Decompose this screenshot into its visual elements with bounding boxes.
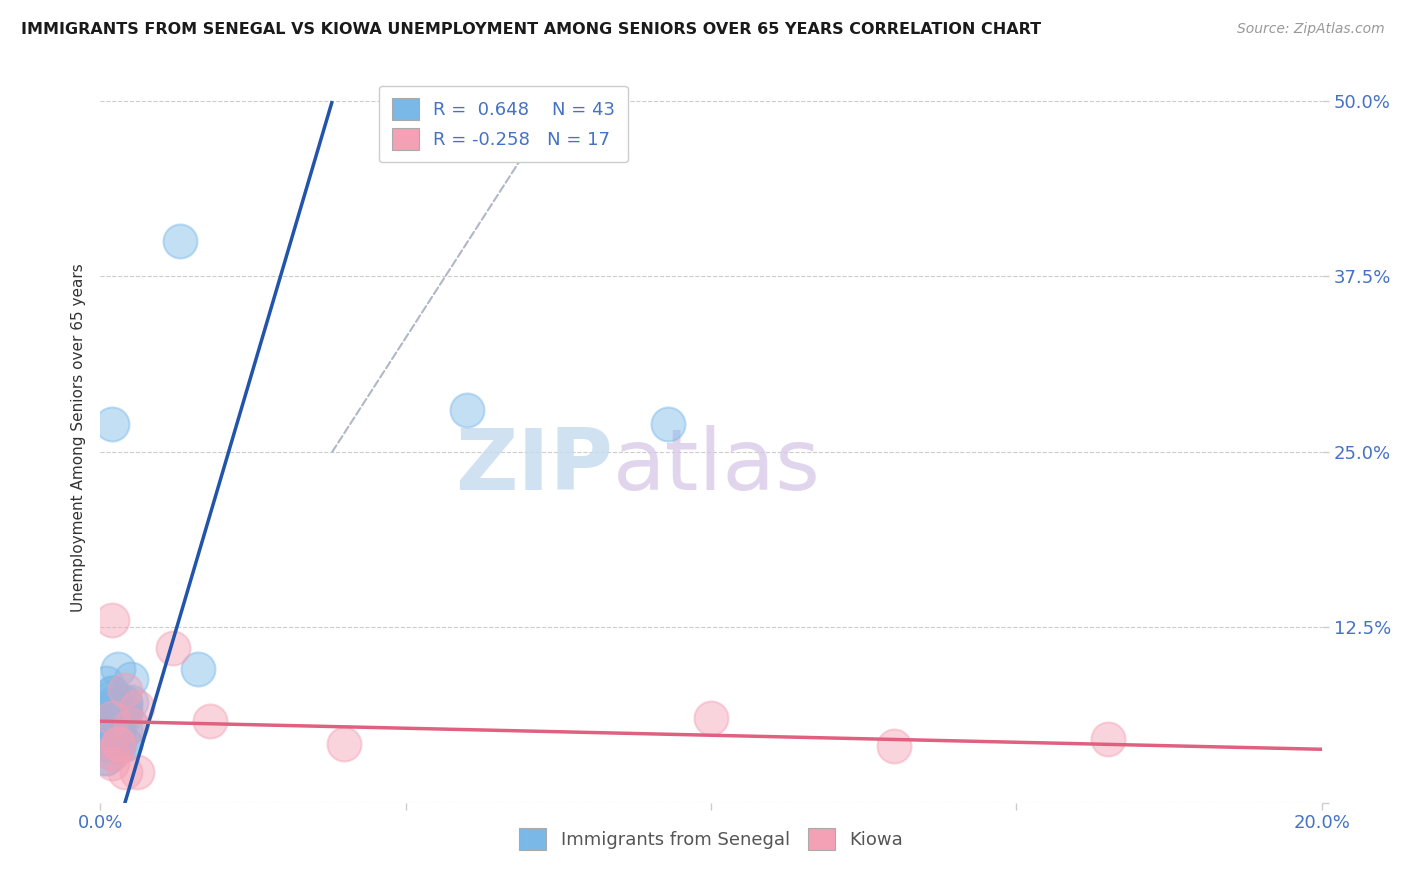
Point [198,714,221,729]
Point [107,662,129,676]
Point [107,734,129,748]
Point [120,718,142,732]
Point [114,737,136,751]
Point [101,613,124,627]
Point [96,718,118,732]
Point [120,672,142,686]
Point [101,756,124,771]
Point [700,711,723,725]
Point [101,747,124,761]
Point [114,705,136,719]
Point [114,708,136,723]
Point [107,739,129,754]
Point [101,690,124,705]
Point [120,695,142,709]
Point [107,711,129,725]
Point [187,662,209,676]
Point [169,235,191,249]
Text: IMMIGRANTS FROM SENEGAL VS KIOWA UNEMPLOYMENT AMONG SENIORS OVER 65 YEARS CORREL: IMMIGRANTS FROM SENEGAL VS KIOWA UNEMPLO… [21,22,1042,37]
Point [114,683,136,698]
Point [107,737,129,751]
Point [101,708,124,723]
Point [107,737,129,751]
Point [107,723,129,737]
Point [114,737,136,751]
Point [125,700,148,714]
Point [114,764,136,779]
Point [107,723,129,737]
Y-axis label: Unemployment Among Seniors over 65 years: Unemployment Among Seniors over 65 years [72,263,86,612]
Text: atlas: atlas [613,425,821,508]
Point [120,718,142,732]
Point [101,711,124,725]
Point [101,417,124,431]
Point [96,676,118,690]
Point [107,718,129,732]
Point [107,708,129,723]
Point [101,747,124,761]
Point [1097,732,1119,747]
Point [333,737,356,751]
Point [96,723,118,737]
Point [101,700,124,714]
Point [101,725,124,739]
Point [114,698,136,712]
Point [96,750,118,764]
Point [107,718,129,732]
Point [456,402,478,417]
Point [96,737,118,751]
Point [125,764,148,779]
Point [101,686,124,700]
Point [657,417,679,431]
Point [107,714,129,729]
Point [162,641,184,656]
Point [96,705,118,719]
Point [107,737,129,751]
Text: Source: ZipAtlas.com: Source: ZipAtlas.com [1237,22,1385,37]
Point [101,732,124,747]
Point [96,737,118,751]
Point [114,695,136,709]
Point [101,698,124,712]
Point [101,708,124,723]
Point [101,686,124,700]
Point [114,723,136,737]
Point [883,739,905,754]
Point [96,750,118,764]
Point [96,723,118,737]
Legend: Immigrants from Senegal, Kiowa: Immigrants from Senegal, Kiowa [510,819,912,859]
Text: ZIP: ZIP [456,425,613,508]
